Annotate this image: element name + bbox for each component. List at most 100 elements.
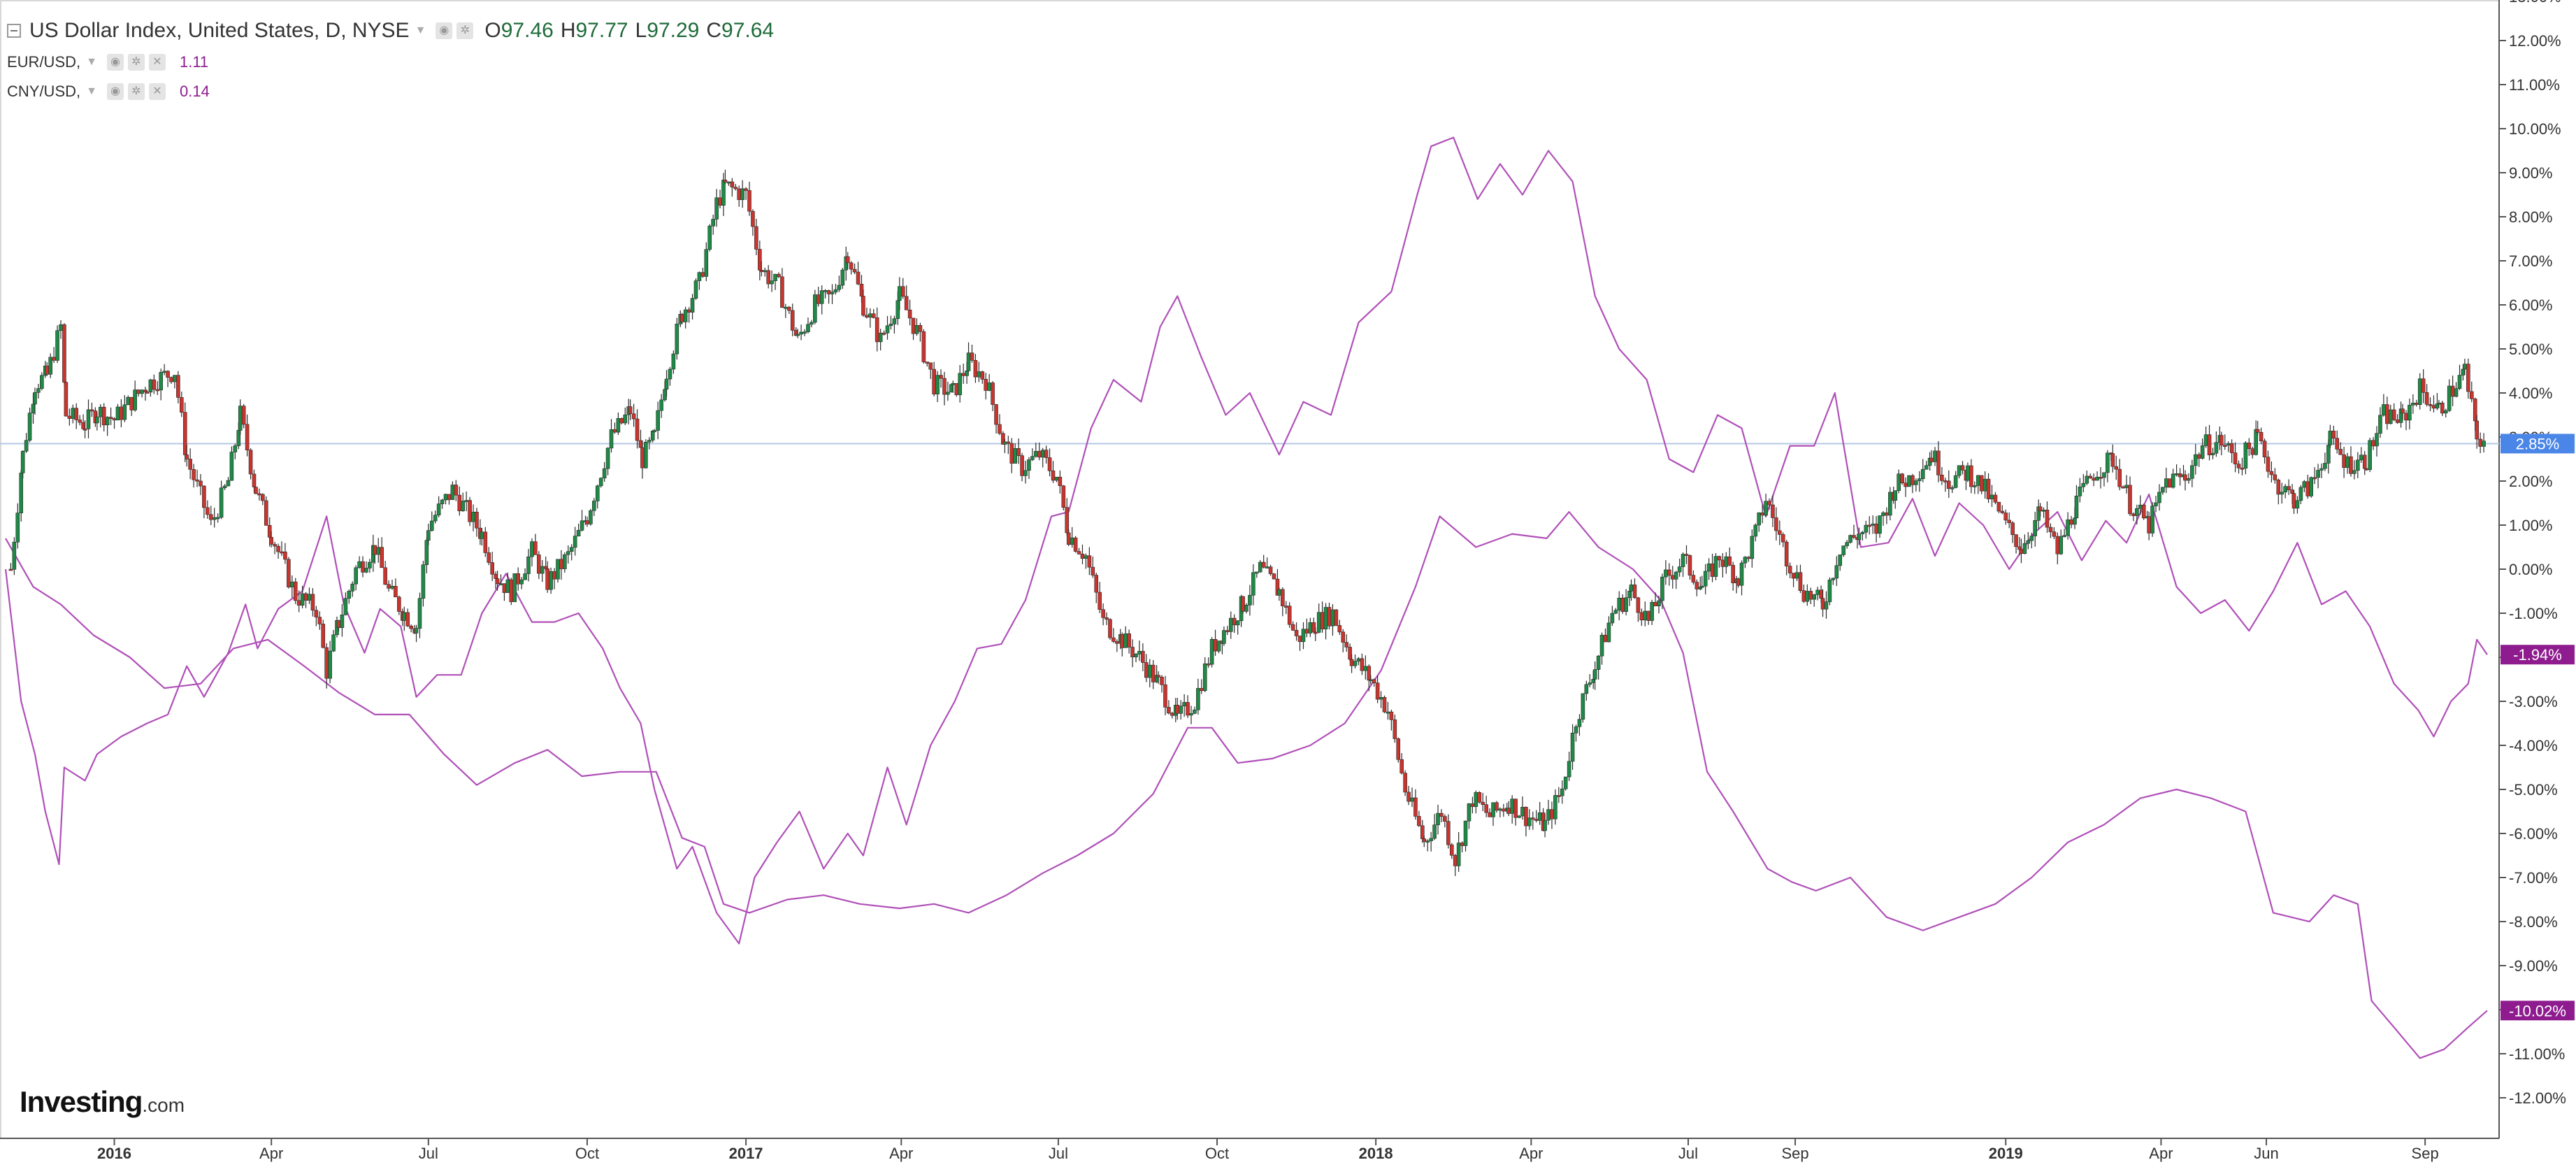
collapse-legend-icon[interactable] bbox=[7, 24, 21, 38]
candle-body bbox=[405, 612, 410, 627]
candle-body bbox=[2222, 445, 2227, 447]
candle-body bbox=[252, 473, 257, 487]
chevron-down-icon[interactable]: ▼ bbox=[86, 56, 97, 68]
candle-body bbox=[19, 473, 24, 513]
candle-body bbox=[784, 306, 788, 309]
candle-body bbox=[770, 280, 774, 285]
candle-body bbox=[1255, 571, 1259, 574]
candle-body bbox=[394, 586, 398, 598]
candle-body bbox=[248, 450, 253, 475]
candle-body bbox=[176, 375, 180, 398]
candle-body bbox=[71, 408, 75, 419]
candle-body bbox=[494, 573, 498, 579]
candle-body bbox=[2174, 473, 2179, 475]
candle-body bbox=[664, 378, 669, 390]
candle-body bbox=[24, 440, 29, 452]
close-icon[interactable]: ✕ bbox=[148, 83, 166, 100]
gear-icon[interactable]: ✲ bbox=[127, 54, 145, 71]
candle-body bbox=[1216, 640, 1221, 652]
last-value-label-3: -10.02% bbox=[2509, 1002, 2566, 1019]
candle-body bbox=[505, 579, 510, 593]
gear-icon[interactable]: ✲ bbox=[456, 22, 474, 39]
candle-body bbox=[1044, 450, 1049, 458]
candle-body bbox=[1297, 636, 1302, 643]
candle-body bbox=[1382, 696, 1387, 713]
candle-body bbox=[1720, 559, 1725, 567]
candle-body bbox=[1261, 561, 1266, 568]
candle-body bbox=[2280, 492, 2284, 495]
chevron-down-icon[interactable]: ▼ bbox=[86, 85, 97, 97]
eye-icon[interactable]: ◉ bbox=[106, 83, 124, 100]
candle-body bbox=[2266, 457, 2271, 472]
x-tick-label: 2019 bbox=[1989, 1145, 2023, 1162]
candle-body bbox=[1699, 585, 1704, 588]
ohlc-close-value: 97.64 bbox=[721, 19, 775, 42]
candle-body bbox=[2356, 459, 2360, 471]
candle-body bbox=[1706, 563, 1711, 572]
candle-body bbox=[1268, 566, 1273, 574]
legend-eurusd-row[interactable]: EUR/USD, ▼ ◉ ✲ ✕ 1.11 bbox=[7, 48, 774, 77]
candle-body bbox=[2352, 470, 2356, 474]
candle-body bbox=[1193, 709, 1197, 714]
candle-body bbox=[15, 513, 20, 543]
candle-body bbox=[987, 382, 991, 391]
candle-body bbox=[464, 500, 468, 502]
candle-body bbox=[2178, 473, 2182, 478]
candle-body bbox=[1084, 555, 1088, 559]
candle-body bbox=[1691, 575, 1696, 582]
candle-body bbox=[984, 379, 988, 391]
candle-body bbox=[2309, 477, 2313, 496]
candle-body bbox=[569, 547, 574, 552]
candle-body bbox=[882, 332, 886, 335]
candle-body bbox=[1688, 555, 1692, 575]
candle-body bbox=[1337, 625, 1342, 633]
eurusd-series-name[interactable]: EUR/USD, bbox=[7, 53, 81, 71]
candle-body bbox=[1403, 773, 1407, 793]
legend-cnyusd-row[interactable]: CNY/USD, ▼ ◉ ✲ ✕ 0.14 bbox=[7, 77, 774, 106]
candle-body bbox=[1189, 713, 1193, 716]
candle-body bbox=[1481, 801, 1485, 805]
candle-body bbox=[1750, 536, 1755, 559]
cnyusd-series-name[interactable]: CNY/USD, bbox=[7, 83, 81, 100]
candle-body bbox=[1330, 609, 1335, 627]
candle-body bbox=[2391, 409, 2396, 420]
candle-body bbox=[2254, 429, 2258, 455]
close-icon[interactable]: ✕ bbox=[148, 54, 166, 71]
candle-body bbox=[1815, 589, 1820, 595]
candle-body bbox=[796, 334, 800, 336]
candle-body bbox=[1596, 655, 1601, 670]
candle-body bbox=[1436, 813, 1440, 826]
candle-body bbox=[2401, 408, 2405, 414]
candle-body bbox=[1281, 589, 1285, 606]
candle-body bbox=[2183, 474, 2187, 481]
candle-body bbox=[2411, 403, 2415, 406]
gear-icon[interactable]: ✲ bbox=[127, 83, 145, 100]
candle-body bbox=[182, 412, 187, 455]
candle-body bbox=[1491, 802, 1495, 817]
chevron-down-icon[interactable]: ▼ bbox=[415, 24, 426, 36]
candle-body bbox=[180, 397, 184, 413]
candle-body bbox=[1924, 465, 1929, 470]
legend-main-row[interactable]: US Dollar Index, United States, D, NYSE … bbox=[7, 14, 774, 48]
candle-body bbox=[1323, 607, 1328, 629]
candle-body bbox=[1771, 504, 1775, 518]
candle-body bbox=[429, 520, 434, 531]
candle-body bbox=[519, 579, 524, 585]
eye-icon[interactable]: ◉ bbox=[106, 54, 124, 71]
candle-body bbox=[1557, 795, 1561, 797]
candle-body bbox=[226, 480, 231, 487]
candle-body bbox=[436, 503, 441, 516]
candle-body bbox=[1805, 591, 1810, 602]
candle-body bbox=[409, 626, 413, 629]
candle-body bbox=[1287, 606, 1292, 625]
y-tick-label: -12.00% bbox=[2509, 1089, 2566, 1107]
candle-body bbox=[1867, 524, 1872, 527]
eye-icon[interactable]: ◉ bbox=[436, 22, 453, 39]
candle-body bbox=[89, 409, 94, 412]
main-series-title[interactable]: US Dollar Index, United States, D, NYSE bbox=[29, 19, 410, 42]
candle-body bbox=[911, 317, 916, 334]
candle-body bbox=[1073, 537, 1078, 552]
candle-body bbox=[897, 286, 902, 301]
